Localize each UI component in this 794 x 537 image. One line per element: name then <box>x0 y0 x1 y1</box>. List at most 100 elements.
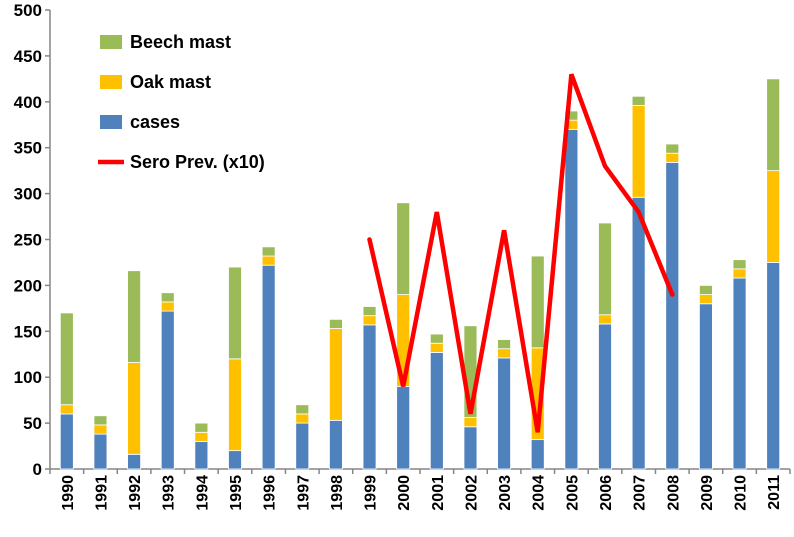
bar-beech-mast-2001 <box>429 333 444 344</box>
y-tick-label: 500 <box>14 1 42 20</box>
legend-label: Beech mast <box>130 32 231 52</box>
bar-cases-1992 <box>127 453 141 470</box>
bar-oak-mast-1999 <box>362 315 377 326</box>
x-tick-label: 2010 <box>733 475 750 511</box>
x-tick-label: 1990 <box>60 475 77 511</box>
bar-beech-mast-2005 <box>564 110 579 121</box>
x-tick-label: 2011 <box>766 475 783 510</box>
bar-cases-2003 <box>497 357 511 470</box>
bar-oak-mast-1993 <box>160 301 175 312</box>
bar-oak-mast-2010 <box>732 268 747 279</box>
legend-item-sero-prev-x10: Sero Prev. (x10) <box>98 152 265 172</box>
bar-cases-2001 <box>429 352 444 470</box>
bar-beech-mast-2004 <box>530 255 545 349</box>
x-tick-label: 2008 <box>665 475 682 511</box>
bar-cases-1995 <box>228 450 242 470</box>
x-tick-label: 1994 <box>194 475 211 511</box>
bar-beech-mast-1999 <box>362 306 377 317</box>
bars <box>59 78 781 470</box>
bar-oak-mast-1994 <box>194 431 209 442</box>
bar-oak-mast-2007 <box>631 105 646 198</box>
bar-beech-mast-2003 <box>497 339 511 350</box>
legend-swatch <box>100 35 122 49</box>
y-tick-label: 100 <box>14 368 42 387</box>
bar-cases-2005 <box>564 128 579 470</box>
bar-cases-2004 <box>530 439 545 470</box>
bar-beech-mast-1992 <box>127 270 141 363</box>
bar-oak-mast-2009 <box>699 294 713 305</box>
bar-oak-mast-1997 <box>295 413 310 424</box>
y-tick-label: 400 <box>14 93 42 112</box>
bar-oak-mast-1990 <box>59 404 74 415</box>
bar-cases-1990 <box>59 413 74 470</box>
bar-cases-1997 <box>295 422 310 470</box>
bar-oak-mast-2011 <box>766 170 781 263</box>
bar-oak-mast-2003 <box>497 348 511 359</box>
axes: 0 50 100 150 200 250 300 350 400 450 500 1990 1991 19… <box>14 1 791 511</box>
bar-cases-2008 <box>665 161 680 470</box>
y-tick-label: 0 <box>33 460 42 479</box>
x-tick-label: 1997 <box>295 475 312 511</box>
legend-item-beech-mast: Beech mast <box>100 32 231 52</box>
legend-label: cases <box>130 112 180 132</box>
x-tick-label: 2000 <box>396 475 413 511</box>
bar-oak-mast-1998 <box>329 328 343 421</box>
bar-oak-mast-1992 <box>127 362 141 455</box>
bar-beech-mast-2009 <box>699 284 713 295</box>
legend-swatch <box>100 75 122 89</box>
bar-beech-mast-2008 <box>665 143 680 154</box>
sero-prev-line <box>367 73 675 433</box>
x-tick-label: 1996 <box>262 475 279 511</box>
bar-oak-mast-1996 <box>261 255 276 266</box>
x-tick-label: 1992 <box>127 475 144 511</box>
bar-cases-2000 <box>396 385 411 470</box>
x-tick-label: 2001 <box>430 475 447 511</box>
bar-cases-2011 <box>766 262 781 470</box>
bar-beech-mast-2006 <box>598 222 612 316</box>
bar-cases-1994 <box>194 441 209 470</box>
bar-oak-mast-2008 <box>665 152 680 163</box>
bar-beech-mast-1995 <box>228 266 242 360</box>
bar-cases-1998 <box>329 419 343 470</box>
line-sero-prev-x10 <box>367 73 675 433</box>
bar-beech-mast-1996 <box>261 246 276 257</box>
x-tick-label: 2003 <box>497 475 514 511</box>
x-tick-label: 1998 <box>329 475 346 511</box>
y-tick-label: 200 <box>14 276 42 295</box>
bar-cases-1996 <box>261 264 276 470</box>
legend-item-oak-mast: Oak mast <box>100 72 211 92</box>
x-tick-label: 2004 <box>531 475 548 511</box>
bar-oak-mast-2006 <box>598 314 612 325</box>
legend-swatch <box>100 115 122 129</box>
bar-cases-1991 <box>93 433 108 470</box>
bar-beech-mast-1994 <box>194 422 209 433</box>
y-tick-label: 350 <box>14 139 42 158</box>
y-tick-label: 300 <box>14 185 42 204</box>
y-tick-label: 450 <box>14 47 42 66</box>
y-tick-label: 250 <box>14 231 42 250</box>
bar-oak-mast-2001 <box>429 342 444 353</box>
bar-cases-2002 <box>463 426 478 470</box>
legend-item-cases: cases <box>100 112 180 132</box>
bar-beech-mast-1997 <box>295 404 310 415</box>
x-tick-label: 1999 <box>363 475 380 511</box>
bar-cases-2009 <box>699 303 713 470</box>
bar-beech-mast-1998 <box>329 318 343 329</box>
x-tick-label: 2007 <box>632 475 649 511</box>
y-tick-label: 150 <box>14 322 42 341</box>
bar-beech-mast-1993 <box>160 292 175 303</box>
legend-label: Oak mast <box>130 72 211 92</box>
x-tick-label: 1991 <box>93 475 110 511</box>
bar-beech-mast-1991 <box>93 415 108 426</box>
x-tick-label: 1993 <box>161 475 178 511</box>
x-tick-label: 2005 <box>564 475 581 511</box>
y-tick-label: 50 <box>23 414 42 433</box>
bar-cases-2010 <box>732 277 747 470</box>
bar-cases-1993 <box>160 310 175 470</box>
x-tick-label: 2006 <box>598 475 615 511</box>
x-tick-label: 2002 <box>463 475 480 511</box>
bar-oak-mast-1995 <box>228 358 242 452</box>
bar-beech-mast-2011 <box>766 78 781 172</box>
